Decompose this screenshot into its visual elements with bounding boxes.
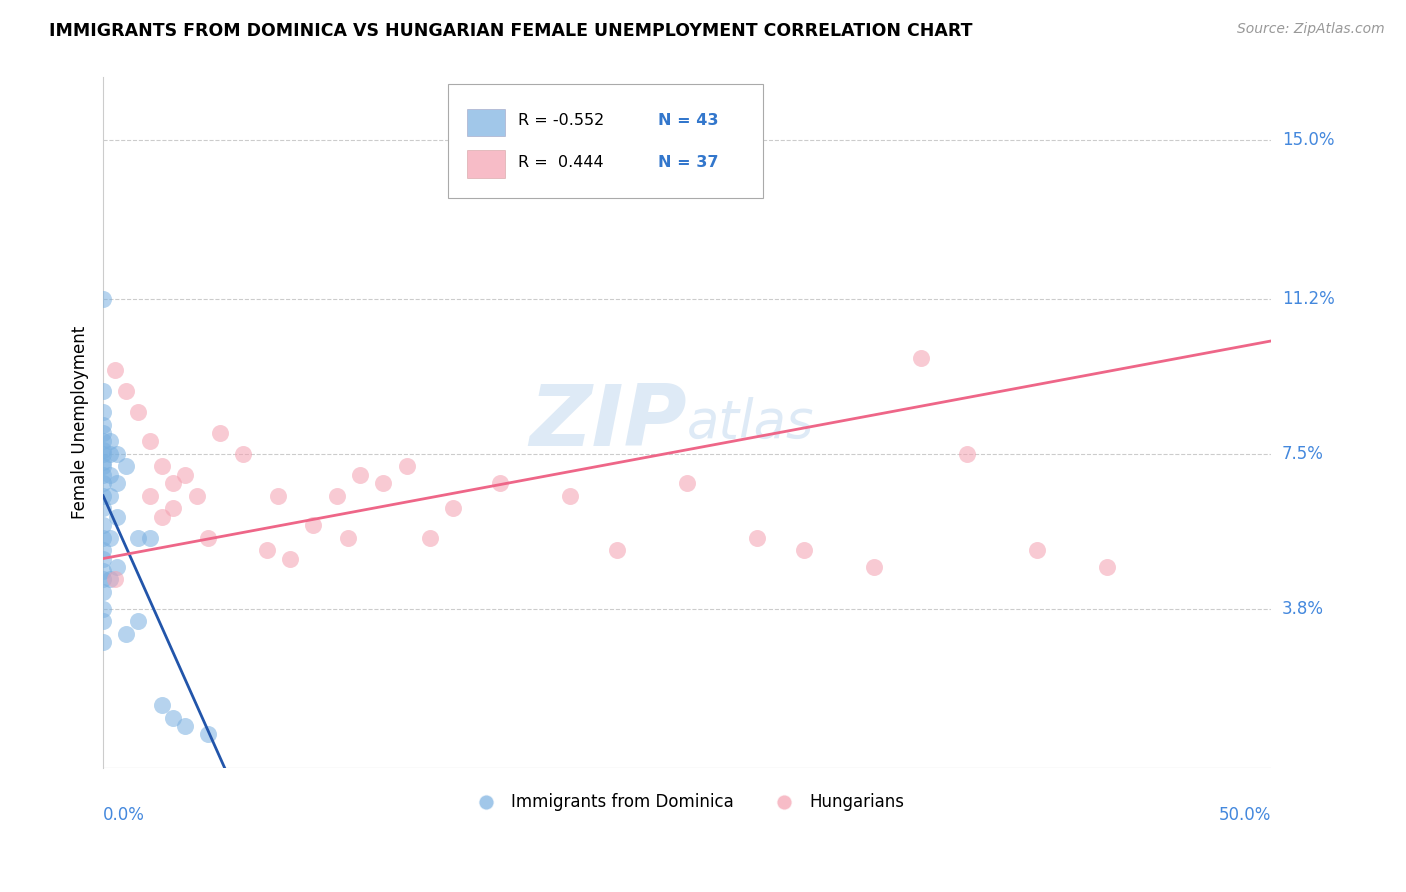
Point — [489, 476, 512, 491]
Point — [302, 518, 325, 533]
Point — [91, 384, 114, 399]
Point — [1097, 560, 1119, 574]
Point — [267, 489, 290, 503]
Point — [150, 509, 173, 524]
Bar — [467, 150, 505, 178]
Point — [91, 551, 114, 566]
Point — [98, 467, 121, 482]
Point — [91, 531, 114, 545]
Point — [676, 476, 699, 491]
Point — [173, 467, 195, 482]
Text: R =  0.444: R = 0.444 — [517, 155, 603, 169]
Point — [91, 601, 114, 615]
Point — [91, 434, 114, 449]
Text: ZIP: ZIP — [530, 381, 688, 464]
Text: 3.8%: 3.8% — [1282, 599, 1324, 618]
Point — [115, 627, 138, 641]
Point — [127, 531, 149, 545]
Point — [91, 543, 114, 558]
Text: N = 43: N = 43 — [658, 113, 718, 128]
Point — [186, 489, 208, 503]
Point — [162, 710, 184, 724]
Point — [98, 531, 121, 545]
Point — [91, 292, 114, 306]
Point — [863, 560, 886, 574]
Point — [139, 434, 162, 449]
Point — [91, 573, 114, 587]
Legend: Immigrants from Dominica, Hungarians: Immigrants from Dominica, Hungarians — [463, 787, 911, 818]
Point — [91, 459, 114, 474]
Point — [105, 447, 128, 461]
Text: atlas: atlas — [688, 397, 814, 449]
Point — [91, 455, 114, 469]
Text: 50.0%: 50.0% — [1219, 805, 1271, 823]
Point — [162, 501, 184, 516]
Text: N = 37: N = 37 — [658, 155, 718, 169]
Point — [91, 635, 114, 649]
Point — [606, 543, 628, 558]
Point — [910, 351, 932, 365]
Point — [98, 573, 121, 587]
Point — [91, 442, 114, 457]
Point — [91, 447, 114, 461]
Point — [91, 417, 114, 432]
Text: 11.2%: 11.2% — [1282, 290, 1334, 308]
Point — [325, 489, 347, 503]
Point — [91, 501, 114, 516]
Y-axis label: Female Unemployment: Female Unemployment — [72, 326, 89, 519]
Point — [91, 425, 114, 440]
Point — [745, 531, 768, 545]
Point — [98, 489, 121, 503]
Point — [104, 573, 127, 587]
Point — [337, 531, 360, 545]
Point — [115, 384, 138, 399]
Point — [208, 425, 231, 440]
Point — [91, 476, 114, 491]
FancyBboxPatch shape — [447, 85, 763, 198]
Point — [98, 434, 121, 449]
Point — [349, 467, 371, 482]
Text: 0.0%: 0.0% — [103, 805, 145, 823]
Point — [98, 447, 121, 461]
Point — [91, 585, 114, 599]
Text: R = -0.552: R = -0.552 — [517, 113, 605, 128]
Point — [150, 459, 173, 474]
Point — [173, 719, 195, 733]
Text: 15.0%: 15.0% — [1282, 131, 1334, 149]
Point — [1026, 543, 1049, 558]
Bar — [467, 109, 505, 136]
Point — [105, 476, 128, 491]
Point — [105, 560, 128, 574]
Point — [91, 615, 114, 629]
Point — [91, 405, 114, 419]
Point — [560, 489, 582, 503]
Point — [127, 405, 149, 419]
Point — [793, 543, 815, 558]
Text: IMMIGRANTS FROM DOMINICA VS HUNGARIAN FEMALE UNEMPLOYMENT CORRELATION CHART: IMMIGRANTS FROM DOMINICA VS HUNGARIAN FE… — [49, 22, 973, 40]
Point — [139, 531, 162, 545]
Point — [139, 489, 162, 503]
Point — [150, 698, 173, 712]
Text: 7.5%: 7.5% — [1282, 445, 1324, 463]
Point — [115, 459, 138, 474]
Point — [443, 501, 465, 516]
Point — [91, 489, 114, 503]
Point — [91, 467, 114, 482]
Point — [395, 459, 418, 474]
Point — [105, 509, 128, 524]
Point — [127, 615, 149, 629]
Point — [162, 476, 184, 491]
Point — [278, 551, 301, 566]
Text: Source: ZipAtlas.com: Source: ZipAtlas.com — [1237, 22, 1385, 37]
Point — [104, 363, 127, 377]
Point — [256, 543, 278, 558]
Point — [91, 564, 114, 578]
Point — [373, 476, 395, 491]
Point — [197, 727, 219, 741]
Point — [419, 531, 441, 545]
Point — [91, 518, 114, 533]
Point — [956, 447, 979, 461]
Point — [197, 531, 219, 545]
Point — [232, 447, 254, 461]
